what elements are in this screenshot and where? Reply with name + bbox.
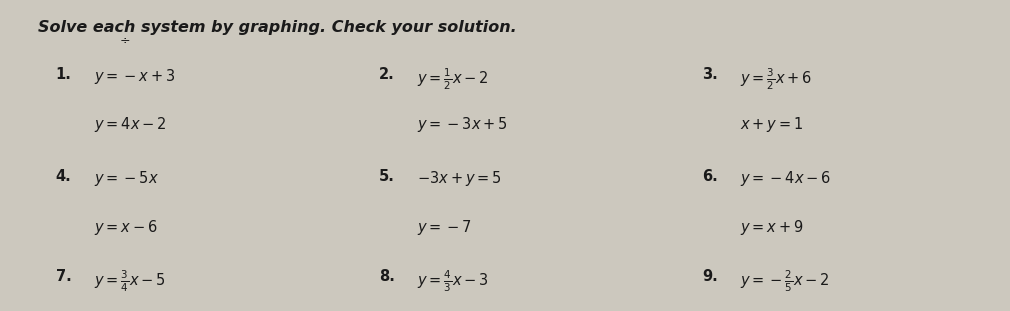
Text: $y = \frac{4}{3}x - 3$: $y = \frac{4}{3}x - 3$	[417, 269, 489, 295]
Text: 2.: 2.	[379, 67, 395, 82]
Text: $y = -x + 3$: $y = -x + 3$	[94, 67, 176, 86]
Text: 7.: 7.	[56, 269, 72, 284]
Text: 6.: 6.	[702, 169, 718, 184]
Text: $y = 4x - 2$: $y = 4x - 2$	[94, 115, 167, 134]
Text: 3.: 3.	[702, 67, 718, 82]
Text: $y = \frac{3}{2}x + 6$: $y = \frac{3}{2}x + 6$	[740, 67, 813, 92]
Text: 9.: 9.	[702, 269, 718, 284]
Text: $y = x + 9$: $y = x + 9$	[740, 218, 804, 237]
Text: Solve each system by graphing. Check your solution.: Solve each system by graphing. Check you…	[38, 20, 517, 35]
Text: 4.: 4.	[56, 169, 72, 184]
Text: 1.: 1.	[56, 67, 72, 82]
Text: $y = \frac{1}{2}x - 2$: $y = \frac{1}{2}x - 2$	[417, 67, 489, 92]
Text: $y = -4x - 6$: $y = -4x - 6$	[740, 169, 831, 188]
Text: $y = -5x$: $y = -5x$	[94, 169, 159, 188]
Text: 8.: 8.	[379, 269, 395, 284]
Text: $x + y = 1$: $x + y = 1$	[740, 115, 804, 134]
Text: $-3x + y = 5$: $-3x + y = 5$	[417, 169, 502, 188]
Text: $y = x - 6$: $y = x - 6$	[94, 218, 158, 237]
Text: 5.: 5.	[379, 169, 395, 184]
Text: $y = -3x + 5$: $y = -3x + 5$	[417, 115, 508, 134]
Text: $y = \frac{3}{4}x - 5$: $y = \frac{3}{4}x - 5$	[94, 269, 166, 295]
Text: $\div$: $\div$	[119, 33, 130, 46]
Text: $y = -7$: $y = -7$	[417, 218, 472, 237]
Text: $y = -\frac{2}{5}x - 2$: $y = -\frac{2}{5}x - 2$	[740, 269, 830, 295]
